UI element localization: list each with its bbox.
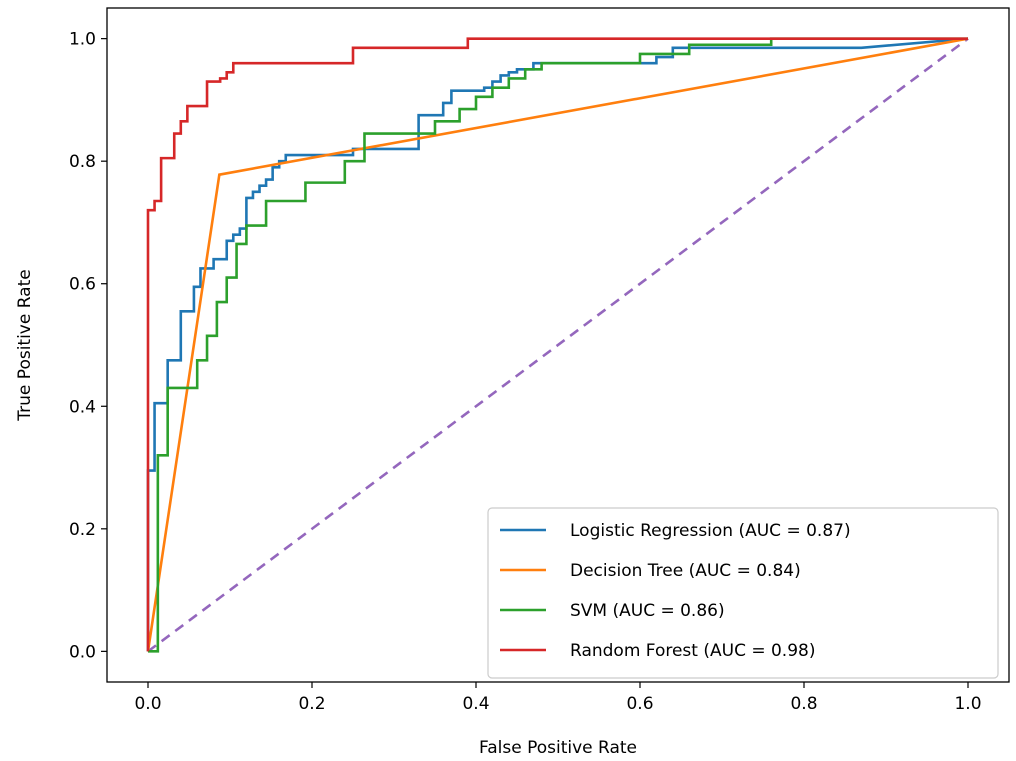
y-tick-label: 0.2 — [69, 520, 96, 540]
y-axis-label: True Positive Rate — [15, 269, 35, 421]
series-line-3 — [146, 37, 968, 652]
legend-box — [487, 507, 999, 679]
series-line-1 — [146, 37, 969, 652]
y-tick-label: 0.0 — [69, 642, 96, 662]
x-tick-label: 0.6 — [626, 694, 653, 714]
legend-entry: Logistic Regression (AUC = 0.87) — [570, 521, 851, 541]
chance-diagonal-line — [147, 37, 969, 653]
x-tick-label: 0.0 — [134, 694, 161, 714]
x-tick-label: 0.4 — [462, 694, 489, 714]
y-tick-label: 0.8 — [69, 152, 96, 172]
y-tick-label: 0.6 — [69, 275, 96, 295]
y-tick-label: 0.4 — [69, 397, 96, 417]
axes-frame — [106, 7, 1010, 683]
axes — [106, 7, 1010, 683]
x-axis-label: False Positive Rate — [479, 738, 637, 758]
series-line-2 — [148, 37, 968, 653]
x-tick-label: 0.2 — [298, 694, 325, 714]
legend-entry: Random Forest (AUC = 0.98) — [570, 641, 815, 661]
legend: Logistic Regression (AUC = 0.87) Decision… — [487, 507, 999, 679]
legend-entry: SVM (AUC = 0.86) — [570, 601, 725, 621]
x-tick-label: 1.0 — [954, 694, 981, 714]
plot-area — [146, 37, 969, 653]
y-tick-label: 1.0 — [69, 30, 96, 50]
series-line-0 — [146, 37, 969, 652]
x-tick-label: 0.8 — [790, 694, 817, 714]
legend-entry: Decision Tree (AUC = 0.84) — [570, 561, 801, 581]
ticks: 0.0 0.2 0.4 0.6 0.8 1.0 0.0 0.2 0.4 0.6 0.8 1.0 — [69, 30, 982, 714]
